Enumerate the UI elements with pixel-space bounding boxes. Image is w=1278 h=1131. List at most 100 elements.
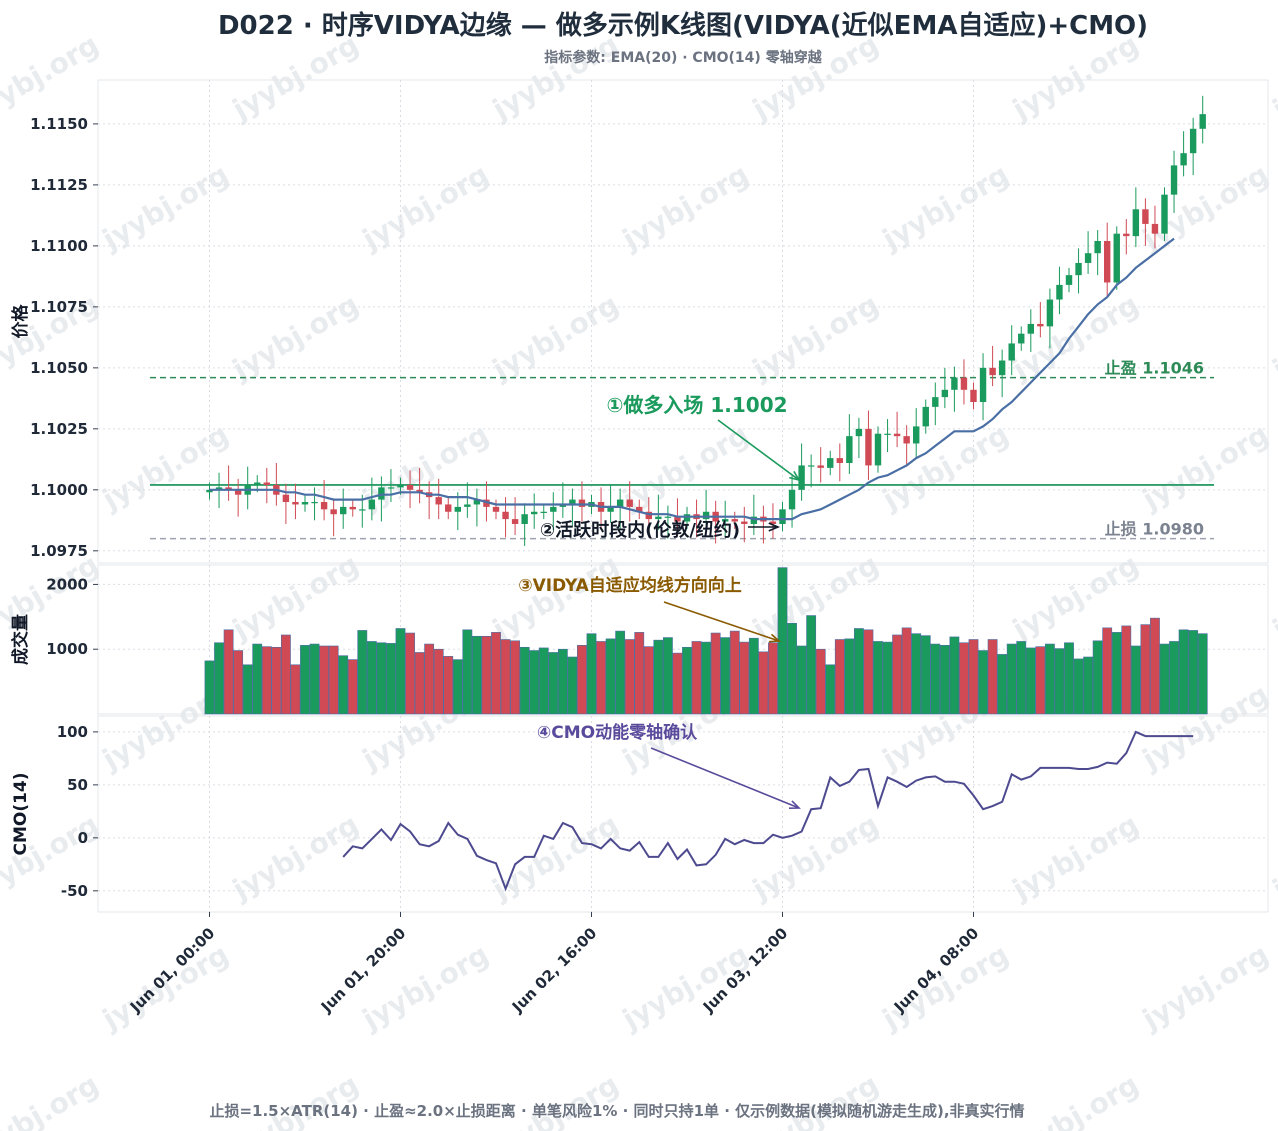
volume-bar (853, 628, 864, 715)
volume-bar (1045, 643, 1055, 715)
volume-bar (1092, 640, 1103, 715)
volume-bar (1006, 643, 1017, 715)
volume-bar (1159, 643, 1170, 715)
chart-title: D022 · 时序VIDYA边缘 — 做多示例K线图(VIDYA(近似EMA自适… (218, 10, 1148, 41)
y-axis-label: CMO(14) (11, 772, 31, 855)
volume-bar (443, 656, 454, 715)
candle-body (1199, 114, 1206, 129)
volume-bar (309, 643, 320, 715)
volume-bar (748, 637, 759, 715)
candle-body (722, 519, 729, 522)
watermark-text: jyybj.org (616, 418, 754, 517)
candle-body (884, 433, 891, 435)
candle-body (1123, 233, 1130, 237)
volume-bar (376, 642, 387, 715)
candle-body (989, 367, 996, 376)
volume-bar (987, 639, 998, 715)
y-axis-label: 成交量 (10, 614, 31, 665)
volume-bar (328, 645, 339, 715)
volume-bar (214, 642, 224, 715)
candle-body (359, 509, 366, 511)
watermark-text: jyybj.org (356, 418, 494, 517)
volume-bar (233, 650, 244, 715)
volume-bar (701, 641, 711, 715)
volume-bar (672, 652, 683, 715)
candle-body (225, 487, 232, 490)
candle-body (874, 433, 882, 466)
volume-bar (280, 634, 291, 715)
candle-body (817, 465, 824, 468)
watermark-text: jyybj.org (1006, 28, 1144, 127)
volume-bar (615, 630, 626, 715)
y-tick-label: 1.1125 (30, 176, 88, 194)
annotation-vidya-arrow (663, 601, 780, 642)
volume-bar (242, 664, 253, 715)
volume-bar (510, 640, 520, 715)
watermark-text: jyybj.org (486, 28, 624, 127)
annotation-vidya-arrow-head (768, 633, 781, 643)
watermark-text: jyybj.org (96, 158, 234, 257)
volume-bar (204, 660, 215, 715)
candle-body (263, 482, 270, 485)
candle-body (311, 502, 318, 504)
candle-body (1180, 153, 1187, 166)
stop-loss-label: 止损 1.0980 (1105, 520, 1204, 539)
volume-bar (949, 636, 960, 715)
volume-bar (1197, 633, 1208, 715)
candle-body (788, 489, 796, 510)
vidya-line (209, 237, 1175, 521)
y-tick-label: 1000 (46, 640, 88, 658)
candle-body (836, 458, 843, 463)
volume-bar (405, 632, 415, 715)
candle-body (301, 502, 309, 505)
candle-body (1113, 233, 1120, 283)
volume-bar (366, 641, 377, 715)
watermark-text: jyybj.org (0, 28, 104, 127)
volume-bar (596, 641, 606, 715)
candle-body (865, 428, 872, 466)
x-tick-label: Jun 02, 16:00 (508, 924, 600, 1016)
annotation-vidya: ③VIDYA自适应均线方向向上 (518, 575, 742, 596)
volume-bar (624, 639, 635, 715)
volume-bar (930, 643, 941, 715)
volume-bar (691, 641, 702, 715)
volume-bar (815, 648, 826, 715)
candle-body (292, 502, 299, 505)
volume-bar (844, 638, 855, 715)
candle-body (1056, 284, 1063, 300)
annotation-entry-arrow (717, 419, 800, 481)
candle-body (731, 519, 738, 522)
candle-body (798, 465, 805, 490)
annotation-entry: ①做多入场 1.1002 (606, 393, 787, 417)
watermark-text: jyybj.org (1006, 1068, 1144, 1131)
volume-bar (768, 642, 778, 715)
volume-bar (825, 664, 836, 715)
volume-bar (978, 650, 988, 715)
watermark-text: jyybj.org (226, 1068, 364, 1131)
candle-body (531, 511, 538, 515)
candle-body (616, 499, 624, 507)
candle-body (893, 433, 901, 437)
y-tick-label: -50 (61, 882, 88, 900)
annotation-session-arrow-head (768, 522, 781, 532)
volume-bar (1016, 641, 1027, 715)
annotation-cmo: ④CMO动能零轴确认 (537, 722, 698, 743)
volume-bar (605, 638, 616, 715)
panel-frame (97, 715, 1269, 913)
volume-bar (1054, 648, 1065, 715)
candle-body (922, 406, 929, 427)
volume-bar (1178, 629, 1189, 715)
volume-bar (452, 659, 463, 715)
x-ticks: Jun 01, 00:00 Jun 01, 20:00 Jun 02, 16:00 J… (126, 912, 982, 1017)
volume-bar (1083, 656, 1093, 715)
cmo-line (342, 730, 1194, 892)
volume-bar (481, 635, 492, 715)
candle-body (674, 516, 681, 522)
watermark-text: jyybj.org (746, 28, 884, 127)
candle-body (569, 499, 576, 505)
y-tick-label: 0 (78, 829, 88, 847)
candle-body (846, 436, 853, 463)
watermark-text: jyybj.org (1136, 158, 1274, 257)
volume-bar (758, 651, 769, 715)
volume-bar (682, 646, 692, 715)
